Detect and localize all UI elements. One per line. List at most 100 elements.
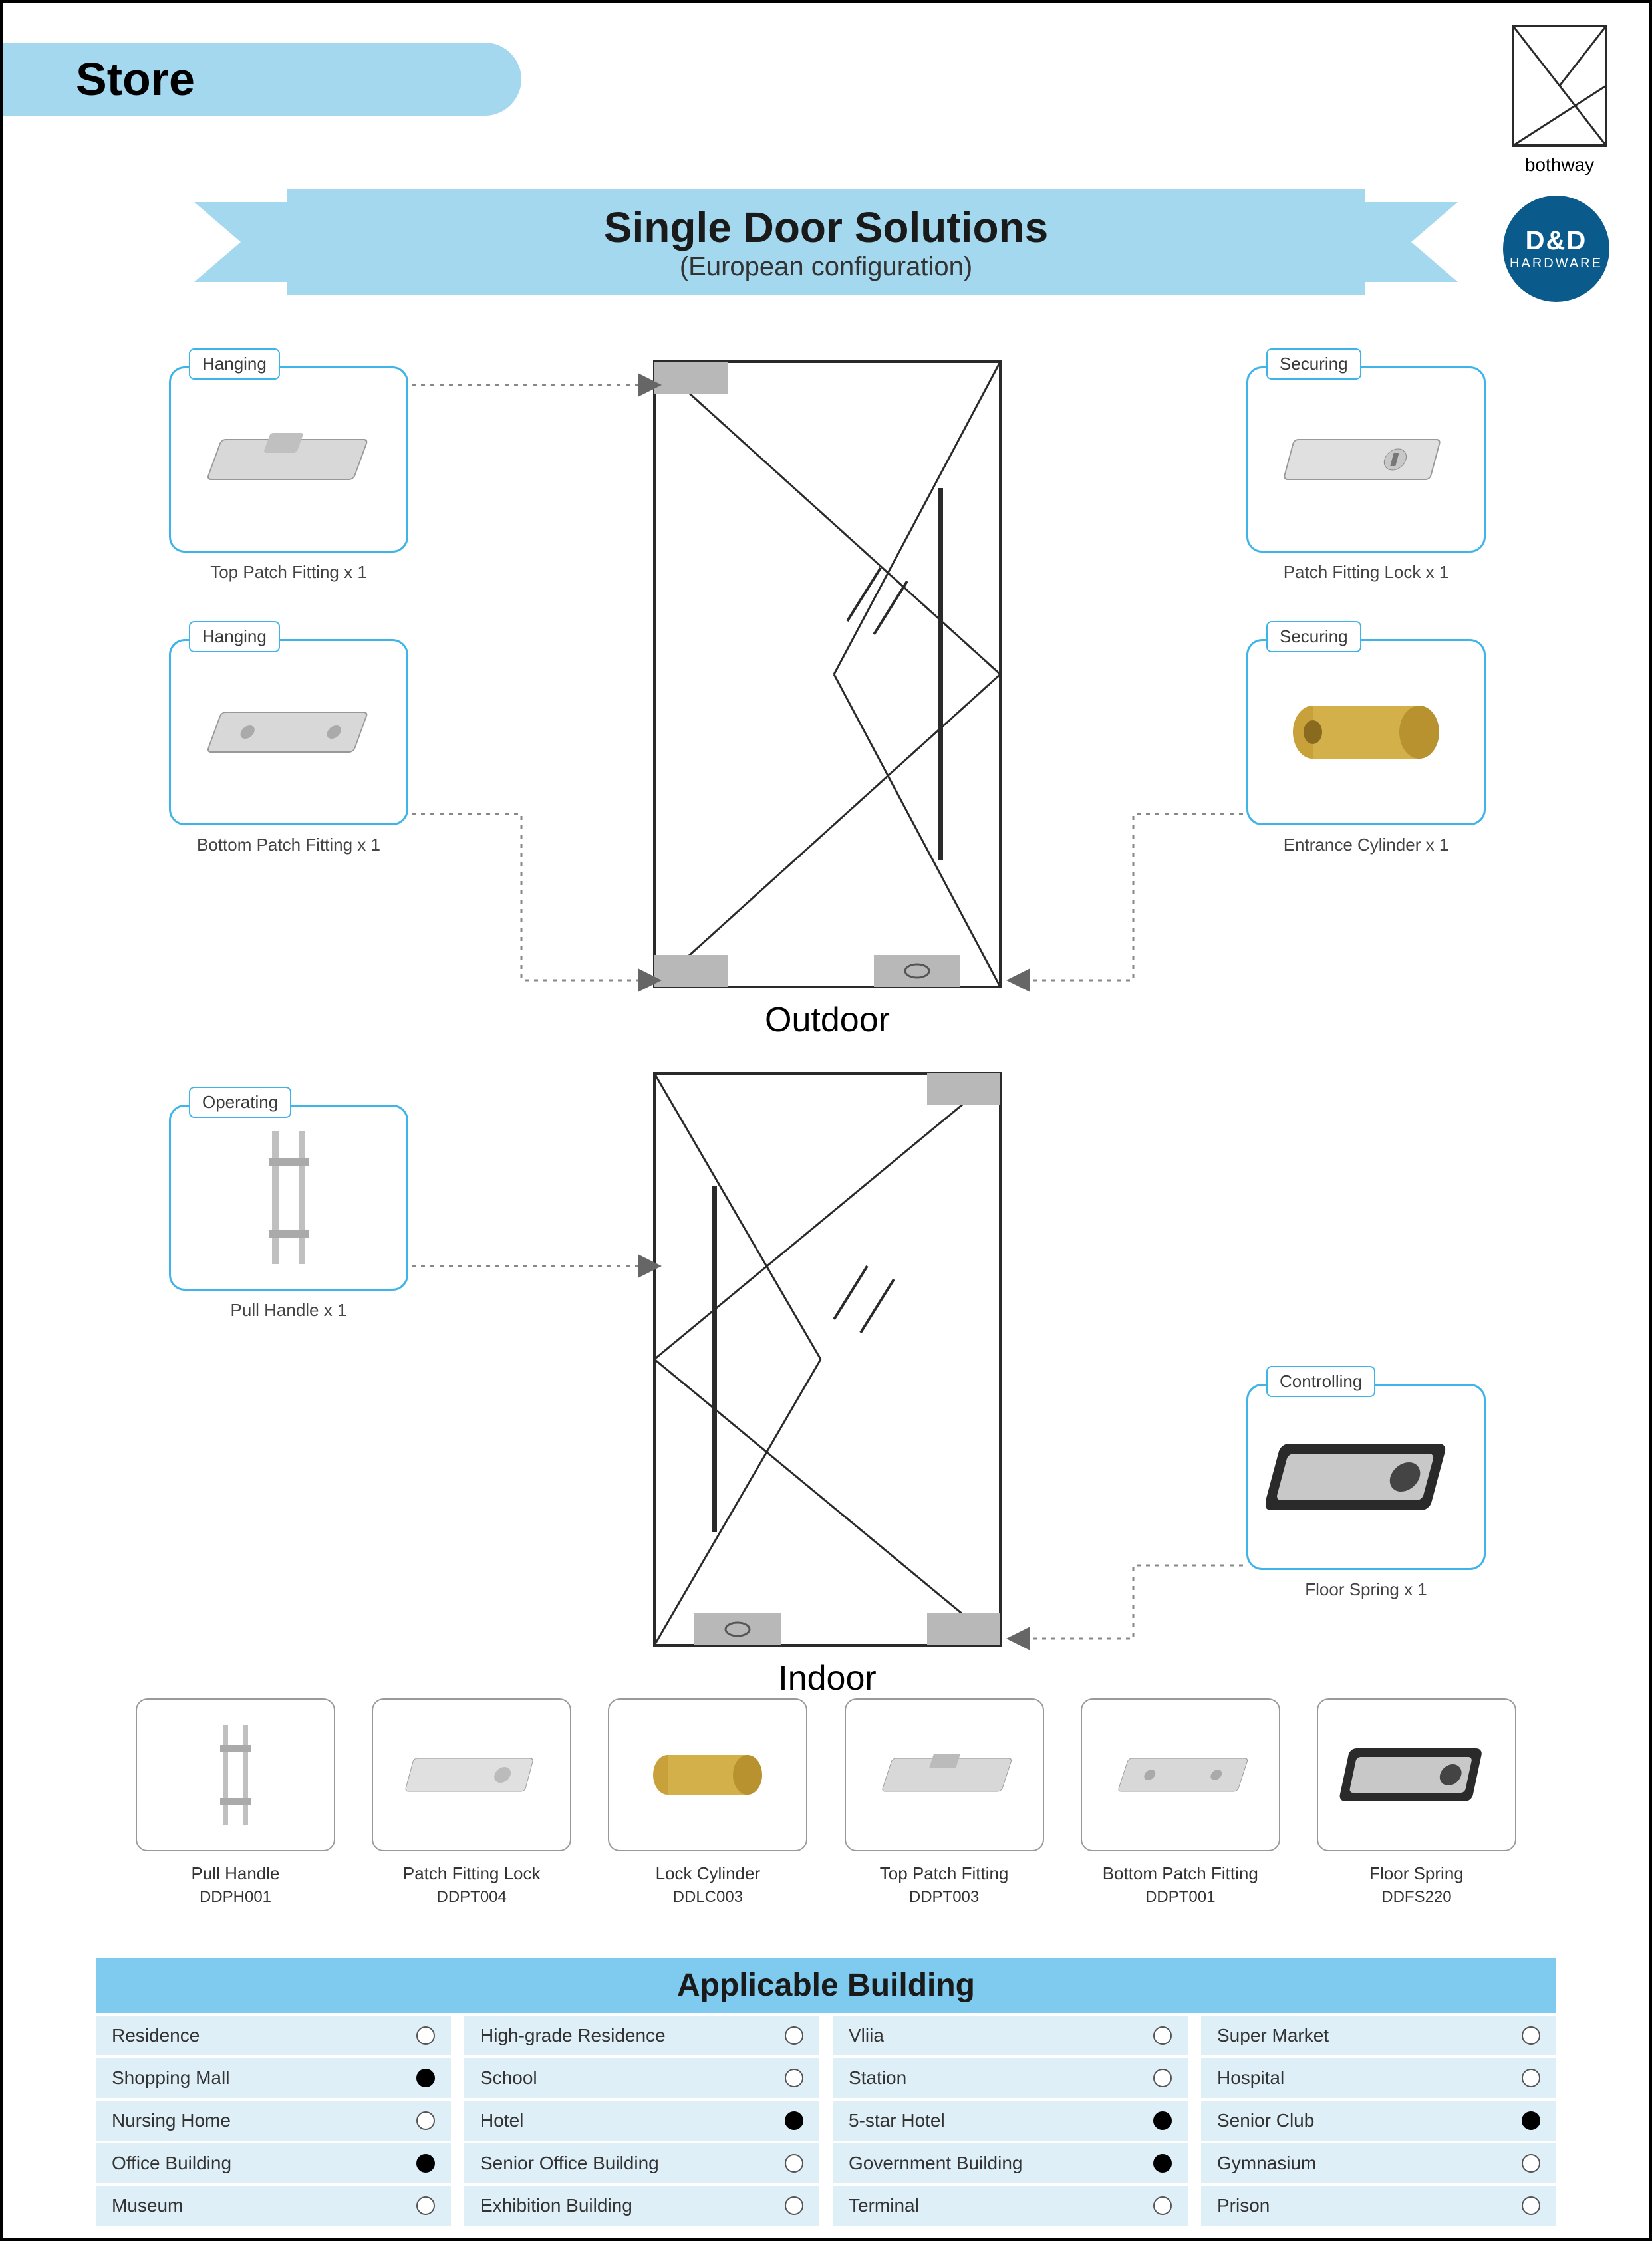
dot-empty-icon (1153, 2026, 1172, 2045)
product-item: Pull Handle DDPH001 (136, 1698, 335, 1907)
building-cell: High-grade Residence (464, 2016, 819, 2055)
pull-handle-label: Pull Handle x 1 (169, 1300, 408, 1321)
product-name: Top Patch Fitting (845, 1863, 1044, 1884)
card-bottom-patch: Hanging Bottom Patch Fitting x 1 (169, 621, 408, 855)
bottom-patch-label: Bottom Patch Fitting x 1 (169, 835, 408, 855)
tag-securing: Securing (1266, 348, 1361, 380)
building-cell: Exhibition Building (464, 2186, 819, 2226)
building-label: Office Building (112, 2153, 231, 2174)
building-label: Museum (112, 2195, 183, 2216)
product-code: DDPH001 (136, 1888, 335, 1907)
card-top-patch: Hanging Top Patch Fitting x 1 (169, 348, 408, 583)
building-cell: Gymnasium (1201, 2143, 1556, 2183)
cylinder-label: Entrance Cylinder x 1 (1246, 835, 1486, 855)
product-code: DDFS220 (1317, 1888, 1516, 1907)
building-label: 5-star Hotel (849, 2110, 945, 2131)
product-name: Pull Handle (136, 1863, 335, 1884)
building-label: Hotel (480, 2110, 523, 2131)
product-name: Floor Spring (1317, 1863, 1516, 1884)
bothway-label: bothway (1510, 154, 1609, 176)
dot-filled-icon (416, 2069, 435, 2087)
card-cylinder: Securing Entrance Cylinder x 1 (1246, 621, 1486, 855)
building-label: Super Market (1217, 2025, 1329, 2046)
dot-filled-icon (1153, 2111, 1172, 2130)
product-name: Patch Fitting Lock (372, 1863, 571, 1884)
product-top-patch-icon (845, 1698, 1044, 1851)
product-patch-lock-icon (372, 1698, 571, 1851)
building-cell: Station (833, 2058, 1188, 2098)
cylinder-icon (1246, 639, 1486, 825)
building-label: Senior Office Building (480, 2153, 659, 2174)
building-label: Senior Club (1217, 2110, 1314, 2131)
building-label: Terminal (849, 2195, 919, 2216)
building-cell: Museum (96, 2186, 451, 2226)
product-item: Lock Cylinder DDLC003 (608, 1698, 807, 1907)
building-cell: Nursing Home (96, 2101, 451, 2141)
building-cell: Hospital (1201, 2058, 1556, 2098)
dot-empty-icon (1153, 2069, 1172, 2087)
dot-empty-icon (785, 2069, 803, 2087)
banner-subtitle: (European configuration) (680, 252, 972, 282)
product-item: Patch Fitting Lock DDPT004 (372, 1698, 571, 1907)
store-tab: Store (3, 43, 521, 116)
dot-empty-icon (1522, 2026, 1540, 2045)
door-outdoor: Outdoor (648, 355, 1007, 993)
building-label: Exhibition Building (480, 2195, 632, 2216)
product-cylinder-icon (608, 1698, 807, 1851)
tag-operating: Operating (189, 1087, 291, 1118)
bottom-patch-icon (169, 639, 408, 825)
building-cell: 5-star Hotel (833, 2101, 1188, 2141)
product-item: Floor Spring DDFS220 (1317, 1698, 1516, 1907)
dot-filled-icon (416, 2154, 435, 2173)
dot-empty-icon (416, 2196, 435, 2215)
brand-name: D&D (1526, 226, 1587, 256)
dot-empty-icon (1522, 2196, 1540, 2215)
dot-filled-icon (785, 2111, 803, 2130)
building-cell: School (464, 2058, 819, 2098)
product-row: Pull Handle DDPH001 Patch Fitting Lock D… (136, 1698, 1516, 1907)
page: Store bothway Single Door Solutions (Eur… (0, 0, 1652, 2241)
door-indoor: Indoor (648, 1067, 1007, 1652)
dot-empty-icon (1522, 2154, 1540, 2173)
indoor-label: Indoor (648, 1658, 1007, 1698)
building-label: Hospital (1217, 2067, 1284, 2089)
applicable-building-table: Applicable Building Residence High-grade … (96, 1958, 1556, 2226)
patch-lock-label: Patch Fitting Lock x 1 (1246, 562, 1486, 583)
dot-empty-icon (785, 2154, 803, 2173)
building-label: School (480, 2067, 537, 2089)
top-patch-icon (169, 366, 408, 553)
bothway-icon: bothway (1510, 23, 1609, 176)
product-code: DDPT004 (372, 1888, 571, 1907)
product-name: Bottom Patch Fitting (1081, 1863, 1280, 1884)
brand-sub: HARDWARE (1510, 256, 1603, 271)
dot-empty-icon (785, 2026, 803, 2045)
dot-empty-icon (416, 2111, 435, 2130)
card-pull-handle: Operating Pull Handle x 1 (169, 1087, 408, 1321)
product-floor-spring-icon (1317, 1698, 1516, 1851)
building-label: Government Building (849, 2153, 1022, 2174)
building-cell: Government Building (833, 2143, 1188, 2183)
top-patch-label: Top Patch Fitting x 1 (169, 562, 408, 583)
dot-empty-icon (1153, 2196, 1172, 2215)
floor-spring-label: Floor Spring x 1 (1246, 1579, 1486, 1600)
table-title: Applicable Building (96, 1958, 1556, 2013)
building-cell: Office Building (96, 2143, 451, 2183)
store-label: Store (76, 53, 195, 106)
product-bottom-patch-icon (1081, 1698, 1280, 1851)
patch-lock-icon (1246, 366, 1486, 553)
building-cell: Prison (1201, 2186, 1556, 2226)
dot-empty-icon (785, 2196, 803, 2215)
building-label: Vliia (849, 2025, 884, 2046)
dot-filled-icon (1522, 2111, 1540, 2130)
product-item: Top Patch Fitting DDPT003 (845, 1698, 1044, 1907)
tag-hanging: Hanging (189, 621, 280, 652)
tag-securing: Securing (1266, 621, 1361, 652)
pull-handle-icon (169, 1105, 408, 1291)
building-label: Nursing Home (112, 2110, 231, 2131)
building-cell: Senior Club (1201, 2101, 1556, 2141)
building-cell: Senior Office Building (464, 2143, 819, 2183)
card-patch-lock: Securing Patch Fitting Lock x 1 (1246, 348, 1486, 583)
brand-logo: D&D HARDWARE (1503, 196, 1609, 302)
building-cell: Vliia (833, 2016, 1188, 2055)
building-label: Residence (112, 2025, 200, 2046)
